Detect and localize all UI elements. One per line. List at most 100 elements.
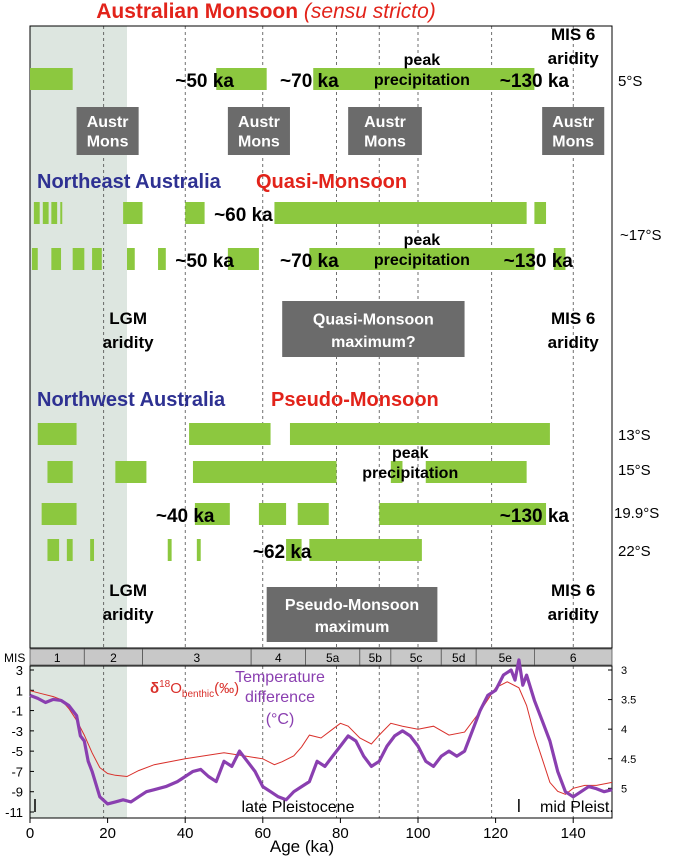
monsoon-box-label: Austr <box>364 114 406 131</box>
monsoon-box-label: maximum? <box>331 334 415 351</box>
annotation: peak <box>392 445 429 462</box>
precip-bar <box>286 539 302 561</box>
title-au-main: Australian Monsoon <box>96 0 298 23</box>
annotation: ~50 ka <box>175 251 234 272</box>
annotation: ~130 ka <box>504 251 574 272</box>
precip-bar <box>309 539 422 561</box>
precip-bar <box>47 461 73 483</box>
x-axis-label: Age (ka) <box>270 837 334 856</box>
y-tick-label: -9 <box>11 785 23 800</box>
mis-stage-label: 5e <box>499 651 513 665</box>
monsoon-box-label: Mons <box>364 133 406 150</box>
monsoon-box-label: Austr <box>238 114 280 131</box>
y-tick-label: -5 <box>11 744 23 759</box>
row-label-17s: ~17°S <box>620 227 661 244</box>
annotation: ~50 ka <box>175 71 234 92</box>
benthic-18: 18 <box>159 679 171 690</box>
aridity-note: aridity <box>548 49 600 68</box>
precip-bar <box>30 68 73 90</box>
benthic-o: O <box>170 680 182 697</box>
mis-stage-label: 4 <box>275 651 282 665</box>
benthic-sub: benthic <box>182 689 214 700</box>
monsoon-box-label: Pseudo-Monsoon <box>285 597 419 614</box>
title-au-suffix: (sensu stricto) <box>304 0 436 23</box>
row-label-22s: 22°S <box>618 543 651 560</box>
monsoon-box <box>227 107 290 155</box>
precip-bar <box>37 423 77 445</box>
precip-bar <box>60 202 63 224</box>
title-northeast: Northeast Australia <box>37 171 222 193</box>
precip-bar <box>42 202 49 224</box>
title-australian-monsoon: Australian Monsoon (sensu stricto) <box>96 0 436 23</box>
annotation: precipitation <box>362 465 458 482</box>
precip-bar <box>313 68 535 90</box>
mis-stage <box>534 648 613 666</box>
y-tick-label: -1 <box>11 704 23 719</box>
annotation: ~40 ka <box>156 506 215 527</box>
aridity-note: LGM <box>109 309 147 328</box>
monsoon-box <box>76 107 139 155</box>
title-northwest: Northwest Australia <box>37 389 226 411</box>
gridlines <box>103 26 574 818</box>
temperature-label-line-1: Temperature <box>235 669 325 686</box>
mis-stage-label: 1 <box>54 651 61 665</box>
epoch-late-pleistocene: late Pleistocene <box>242 799 355 816</box>
aridity-note: aridity <box>548 605 600 624</box>
mis-bar: 1 2 3 4 5a 5b 5c 5d 5e 6 <box>29 648 613 666</box>
bars <box>30 68 566 561</box>
mis-stage-label: 5b <box>369 651 383 665</box>
y-tick-label: 3 <box>16 663 23 678</box>
mis-stage-label: 5d <box>452 651 465 665</box>
precip-bar <box>297 503 329 525</box>
y-tick-label: -11 <box>5 805 23 820</box>
precip-bar <box>216 68 267 90</box>
epoch-mid-pleistocene: mid Pleist. <box>540 799 614 816</box>
y2-tick-label: 5 <box>621 783 627 795</box>
monsoon-box <box>266 587 438 642</box>
mis-stage-label: 6 <box>570 651 577 665</box>
precip-bar <box>90 539 95 561</box>
precip-bar <box>390 461 403 483</box>
monsoon-box <box>282 301 465 357</box>
annotation: ~62 ka <box>253 542 312 563</box>
mis-label: MIS <box>4 651 25 665</box>
benthic-label: δ18Obenthic(‰) <box>150 679 239 700</box>
precip-bar <box>289 423 550 445</box>
annotation: ~70 ka <box>280 251 339 272</box>
aridity-note: MIS 6 <box>551 581 595 600</box>
precip-bar <box>47 539 60 561</box>
x-tick-label: 20 <box>99 825 116 842</box>
precip-bar <box>534 202 547 224</box>
benthic-delta: δ <box>150 680 159 697</box>
boxes: Austr Mons Austr Mons Austr Mons Austr Mons Quas… <box>76 107 605 642</box>
monsoon-box-label: Austr <box>87 114 129 131</box>
precip-bar <box>185 202 205 224</box>
temperature-label-line-3: (°C) <box>266 711 295 728</box>
lgm-band <box>30 26 127 818</box>
precip-bar <box>51 248 62 270</box>
annotation: peak <box>404 52 441 69</box>
precip-bar <box>309 248 535 270</box>
row-label-19-9s: 19.9°S <box>614 505 659 522</box>
mis-stage-label: 2 <box>110 651 117 665</box>
y-tick-label: -7 <box>11 764 23 779</box>
precip-bar <box>196 539 201 561</box>
plot-frame <box>29 25 613 649</box>
annotations: ~50 ka ~70 ka peak precipitation ~130 ka ~60 … <box>156 52 573 563</box>
monsoon-box <box>348 107 422 155</box>
row-label-13s: 13°S <box>618 427 651 444</box>
mis-stage-label: 3 <box>193 651 200 665</box>
annotation: precipitation <box>374 252 470 269</box>
x-tick-label: 60 <box>254 825 271 842</box>
aridity-note: MIS 6 <box>551 25 595 44</box>
temperature-series-line <box>29 658 613 806</box>
y2-tick-label: 4.5 <box>621 754 636 766</box>
precip-bar <box>167 539 172 561</box>
aridity-note: aridity <box>103 605 155 624</box>
y-tick-label: -3 <box>11 724 23 739</box>
precip-bar <box>92 248 102 270</box>
precip-bar <box>115 461 147 483</box>
precip-bar <box>227 248 259 270</box>
benthic-permil: (‰) <box>214 680 239 697</box>
annotation: precipitation <box>374 72 470 89</box>
